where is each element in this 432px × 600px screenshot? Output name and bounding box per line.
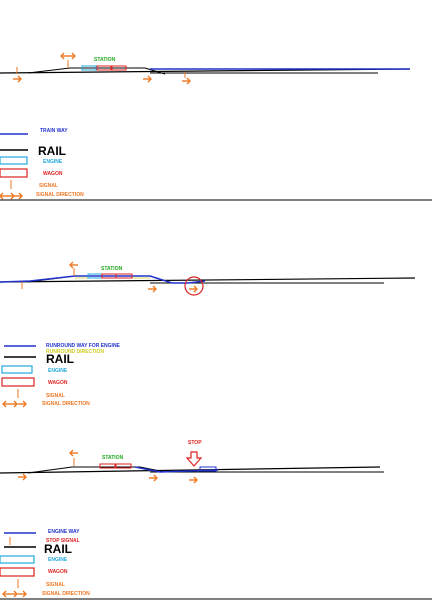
loop-rail [27,466,73,474]
signal-direction-icon [17,473,27,481]
legend-rail-label: RAIL [46,352,74,366]
legend-signal-direction-icon [2,400,18,408]
legend-signal-label: SIGNAL [46,393,65,399]
legend-engine-symbol [0,555,35,564]
track-layout-1: STATION [0,52,411,85]
signal-direction-icon [12,75,22,83]
signal-direction-icon [69,449,79,457]
track-layout-3: STATION STOP [0,440,384,484]
station-label: STATION [102,455,124,461]
wagon [115,463,132,469]
legend-way-label: TRAIN WAY [40,128,68,134]
loop-rail [27,67,71,74]
legend-2: RUNROUND WAY FOR ENGINE RUNROUND DIRECTI… [1,343,121,408]
signal-direction-icon [142,75,152,83]
legend-wagon-label: WAGON [43,171,63,177]
legend-wagon-label: WAGON [48,380,68,386]
engine-way [134,466,219,473]
wagon [99,463,116,469]
legend-engine-symbol [1,365,33,374]
legend-signal-direction-icon [17,400,27,408]
signal-direction-icon [188,285,198,293]
legend-3: ENGINE WAY STOP SIGNAL RAIL ENGINE WAGON… [0,529,90,598]
legend-engine-label: ENGINE [48,557,68,563]
panel-3: STATION STOP ENGINE WAY STOP SIGNAL RAIL… [0,440,384,598]
signal-direction-icon [69,261,79,269]
legend-engine-symbol [0,156,28,165]
legend-engine-label: ENGINE [43,159,63,165]
legend-signal-direction-icon [2,590,18,598]
signal-direction-icon [60,52,76,60]
legend-way-label: RUNROUND WAY FOR ENGINE [46,343,121,349]
signal-direction-icon [188,476,198,484]
legend-signal-direction-label: SIGNAL DIRECTION [36,192,84,198]
stop-arrow-icon [185,451,203,467]
loop-rail [139,466,166,473]
engine [199,466,217,472]
legend-way-label: ENGINE WAY [48,529,80,535]
station-label: STATION [94,57,116,63]
legend-signal-label: SIGNAL [39,183,58,189]
wagon [111,65,127,71]
engine [81,65,97,71]
legend-runround-direction-label: RUNROUND DIRECTION [46,349,104,355]
legend-signal-direction-label: SIGNAL DIRECTION [42,401,90,407]
legend-signal-direction-icon [13,192,23,200]
panel-2: STATION RUNROUND WAY FOR ENGINE RUNROUND… [0,261,416,408]
stop-label: STOP [188,440,202,446]
legend-rail-label: RAIL [38,144,66,158]
legend-rail-label: RAIL [44,542,72,556]
main-rail [0,277,416,283]
wagon [96,65,112,71]
legend-signal-direction-label: SIGNAL DIRECTION [42,591,90,597]
legend-signal-direction-icon [0,192,15,200]
legend-wagon-label: WAGON [48,569,68,575]
track-layout-2: STATION [0,261,416,296]
legend-wagon-symbol [0,567,35,577]
legend-signal-direction-icon [17,590,27,598]
legend-stop-signal-label: STOP SIGNAL [46,538,80,544]
legend-wagon-symbol [1,377,35,387]
signal-direction-icon [147,285,157,293]
runround-way [0,275,206,284]
legend-wagon-symbol [0,168,28,178]
legend-1: TRAIN WAY RAIL ENGINE WAGON SIGNAL SIGNA… [0,128,84,200]
legend-signal-label: SIGNAL [46,582,65,588]
highlight-circle [184,276,204,296]
signal-direction-icon [148,474,158,482]
legend-engine-label: ENGINE [48,368,68,374]
station-label: STATION [101,266,123,272]
main-rail [0,466,381,474]
signal-direction-icon [181,77,191,85]
panel-1: STATION TRAIN WAY RAIL ENGINE WAGON SIGN… [0,52,411,200]
wagon [115,273,133,279]
